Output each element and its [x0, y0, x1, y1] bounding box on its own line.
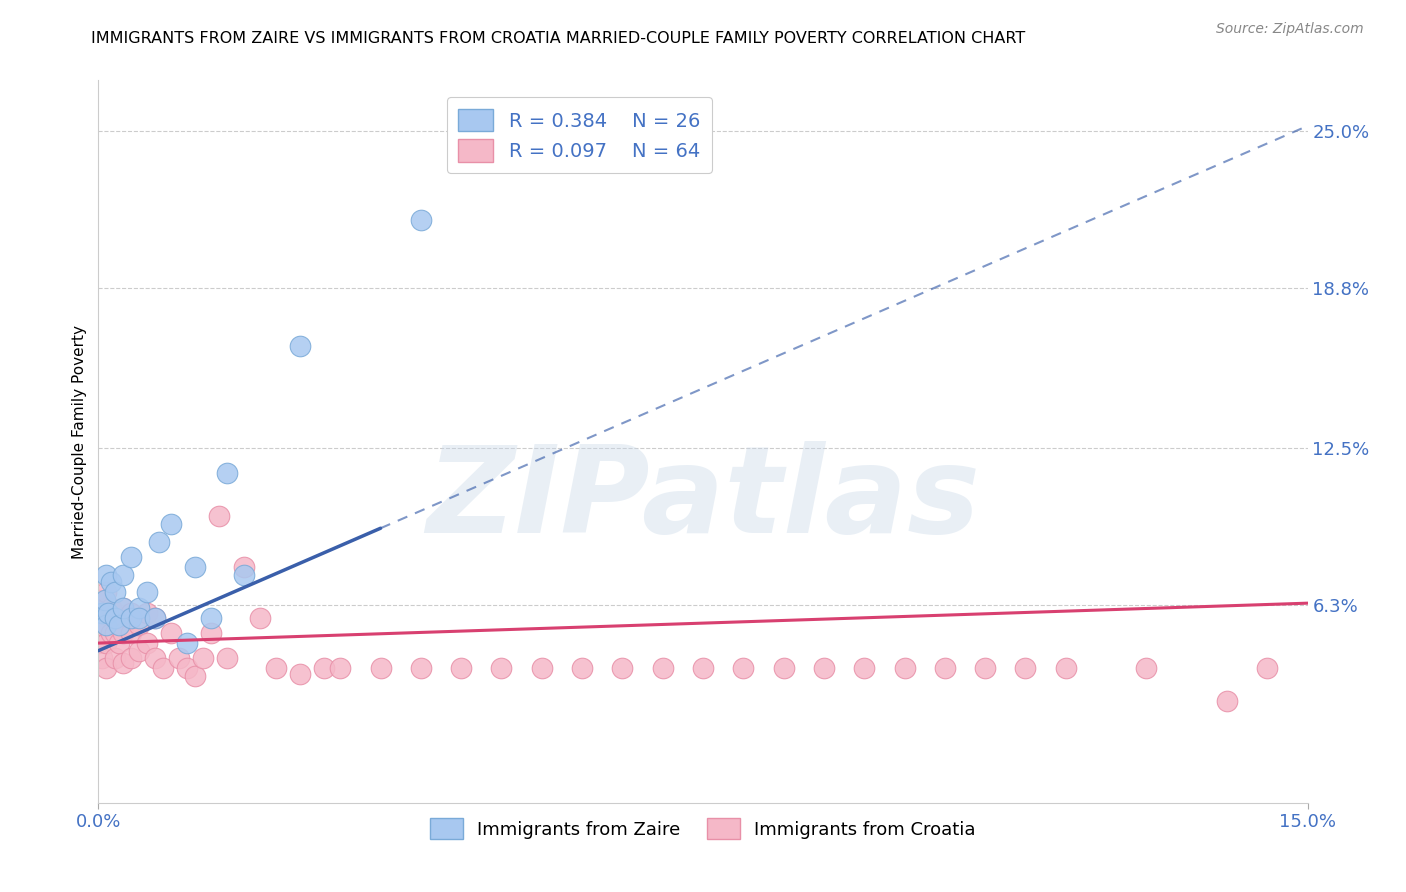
Point — [120, 611, 142, 625]
Point — [200, 611, 222, 625]
Point — [450, 661, 472, 675]
Point — [193, 651, 215, 665]
Point — [87, 593, 110, 607]
Point — [370, 661, 392, 675]
Point — [87, 618, 110, 632]
Point — [96, 567, 118, 582]
Point — [733, 661, 755, 675]
Point — [111, 657, 134, 671]
Point — [96, 618, 118, 632]
Point — [103, 626, 125, 640]
Point — [232, 560, 254, 574]
Point — [107, 636, 129, 650]
Point — [128, 643, 150, 657]
Point — [184, 669, 207, 683]
Point — [612, 661, 634, 675]
Point — [100, 626, 122, 640]
Point — [87, 636, 110, 650]
Point — [111, 626, 134, 640]
Point — [128, 618, 150, 632]
Point — [152, 661, 174, 675]
Point — [184, 560, 207, 574]
Point — [651, 661, 673, 675]
Point — [135, 606, 157, 620]
Point — [91, 651, 114, 665]
Point — [135, 636, 157, 650]
Point — [853, 661, 876, 675]
Point — [813, 661, 835, 675]
Point — [200, 626, 222, 640]
Point — [176, 636, 198, 650]
Point — [96, 636, 118, 650]
Point — [91, 606, 114, 620]
Point — [143, 611, 166, 625]
Point — [1054, 661, 1077, 675]
Legend: Immigrants from Zaire, Immigrants from Croatia: Immigrants from Zaire, Immigrants from C… — [422, 809, 984, 848]
Point — [103, 611, 125, 625]
Point — [128, 611, 150, 625]
Point — [314, 661, 336, 675]
Point — [96, 600, 118, 615]
Point — [103, 585, 125, 599]
Point — [111, 567, 134, 582]
Point — [100, 575, 122, 590]
Point — [217, 651, 239, 665]
Point — [100, 600, 122, 615]
Point — [94, 593, 117, 607]
Point — [96, 618, 118, 632]
Point — [208, 509, 231, 524]
Point — [97, 606, 120, 620]
Point — [1256, 661, 1278, 675]
Point — [176, 661, 198, 675]
Point — [96, 661, 118, 675]
Point — [120, 549, 142, 564]
Text: ZIPatlas: ZIPatlas — [426, 441, 980, 558]
Point — [128, 600, 150, 615]
Point — [103, 651, 125, 665]
Point — [934, 661, 956, 675]
Point — [893, 661, 915, 675]
Point — [160, 626, 183, 640]
Point — [288, 666, 311, 681]
Point — [148, 534, 170, 549]
Point — [1014, 661, 1036, 675]
Point — [1135, 661, 1157, 675]
Point — [143, 651, 166, 665]
Point — [692, 661, 714, 675]
Point — [91, 606, 114, 620]
Point — [288, 339, 311, 353]
Point — [409, 212, 432, 227]
Point — [120, 606, 142, 620]
Point — [96, 585, 118, 599]
Point — [1216, 694, 1239, 708]
Point — [107, 618, 129, 632]
Point — [160, 516, 183, 531]
Point — [249, 611, 271, 625]
Point — [111, 600, 134, 615]
Point — [143, 611, 166, 625]
Point — [103, 611, 125, 625]
Point — [530, 661, 553, 675]
Point — [409, 661, 432, 675]
Point — [217, 467, 239, 481]
Point — [111, 600, 134, 615]
Point — [571, 661, 593, 675]
Point — [772, 661, 794, 675]
Point — [120, 651, 142, 665]
Point — [232, 567, 254, 582]
Text: IMMIGRANTS FROM ZAIRE VS IMMIGRANTS FROM CROATIA MARRIED-COUPLE FAMILY POVERTY C: IMMIGRANTS FROM ZAIRE VS IMMIGRANTS FROM… — [91, 31, 1025, 46]
Point — [974, 661, 997, 675]
Point — [167, 651, 190, 665]
Point — [120, 626, 142, 640]
Point — [329, 661, 352, 675]
Point — [264, 661, 287, 675]
Y-axis label: Married-Couple Family Poverty: Married-Couple Family Poverty — [72, 325, 87, 558]
Point — [135, 585, 157, 599]
Point — [491, 661, 513, 675]
Text: Source: ZipAtlas.com: Source: ZipAtlas.com — [1216, 22, 1364, 37]
